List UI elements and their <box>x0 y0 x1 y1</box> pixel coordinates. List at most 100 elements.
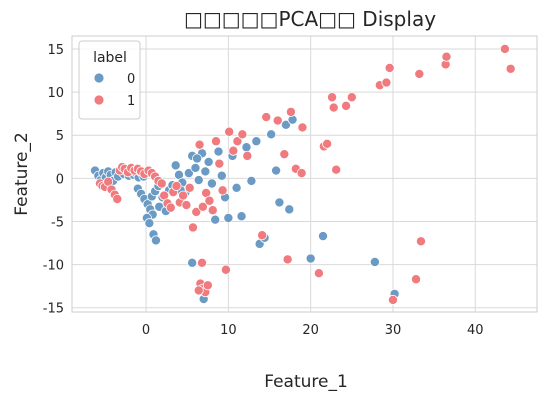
data-point-label-1 <box>387 294 398 305</box>
y-tick-label: 5 <box>56 129 64 144</box>
legend-title: label <box>93 50 127 66</box>
data-point-label-0 <box>231 182 242 193</box>
data-point-label-1 <box>499 43 510 54</box>
data-point-label-1 <box>313 268 324 279</box>
data-point-label-0 <box>305 253 316 264</box>
data-point-label-1 <box>193 285 204 296</box>
data-point-label-1 <box>197 201 208 212</box>
data-point-label-1 <box>279 149 290 160</box>
data-point-label-0 <box>274 197 285 208</box>
data-point-label-0 <box>193 175 204 186</box>
legend-marker-0 <box>93 72 105 84</box>
data-point-label-1 <box>296 168 307 179</box>
data-point-label-1 <box>414 68 425 79</box>
data-point-label-0 <box>369 256 380 267</box>
x-tick-label: 40 <box>467 323 484 338</box>
data-point-label-1 <box>341 100 352 111</box>
data-point-label-1 <box>187 222 198 233</box>
data-point-label-1 <box>328 102 339 113</box>
data-point-label-0 <box>266 129 277 140</box>
data-point-label-1 <box>261 112 272 123</box>
data-point-label-1 <box>224 126 235 137</box>
data-point-label-1 <box>272 115 283 126</box>
data-point-label-0 <box>206 178 217 189</box>
x-axis-label: Feature_1 <box>264 372 348 392</box>
data-point-label-0 <box>210 214 221 225</box>
data-point-label-1 <box>327 92 338 103</box>
data-point-label-0 <box>216 170 227 181</box>
y-tick-label: 15 <box>47 43 64 58</box>
data-point-label-0 <box>144 218 155 229</box>
data-point-label-1 <box>232 136 243 147</box>
data-point-label-1 <box>220 264 231 275</box>
legend-marker-1 <box>93 94 105 106</box>
y-tick-labels: -15 -10 -5 0 5 10 15 <box>43 43 64 317</box>
data-point-label-1 <box>237 129 248 140</box>
data-point-label-1 <box>384 62 395 73</box>
chart-title: □□□□□PCA□□ Display <box>184 7 436 31</box>
data-point-label-0 <box>236 211 247 222</box>
data-point-label-0 <box>187 257 198 268</box>
data-point-label-0 <box>200 166 211 177</box>
data-point-label-0 <box>223 212 234 223</box>
plot-frame <box>71 35 538 313</box>
data-point-label-0 <box>170 160 181 171</box>
data-point-label-1 <box>285 106 296 117</box>
data-point-label-1 <box>228 145 239 156</box>
x-tick-label: 10 <box>220 323 237 338</box>
x-tick-label: 0 <box>142 323 150 338</box>
data-point-label-0 <box>213 146 224 157</box>
y-tick-label: -15 <box>43 302 64 317</box>
legend-label-0: 0 <box>127 72 135 87</box>
x-tick-label: 20 <box>302 323 319 338</box>
data-point-label-1 <box>242 150 253 161</box>
data-point-label-1 <box>165 202 176 213</box>
legend-label-1: 1 <box>127 94 135 109</box>
data-point-label-1 <box>194 139 205 150</box>
data-point-label-1 <box>441 51 452 62</box>
data-point-label-1 <box>282 254 293 265</box>
data-point-label-1 <box>297 122 308 133</box>
y-tick-label: -5 <box>51 215 64 230</box>
y-tick-label: 10 <box>47 86 64 101</box>
data-points <box>90 43 516 305</box>
data-point-label-0 <box>190 162 201 173</box>
data-point-label-1 <box>346 92 357 103</box>
data-point-label-1 <box>322 138 333 149</box>
data-point-label-0 <box>183 168 194 179</box>
data-point-label-1 <box>171 181 182 192</box>
data-point-label-1 <box>184 182 195 193</box>
data-point-label-1 <box>217 185 228 196</box>
data-point-label-1 <box>505 63 516 74</box>
data-point-label-0 <box>246 175 257 186</box>
data-point-label-1 <box>214 158 225 169</box>
data-point-label-1 <box>207 205 218 216</box>
data-point-label-0 <box>280 119 291 130</box>
data-point-label-1 <box>331 164 342 175</box>
data-point-label-1 <box>197 257 208 268</box>
data-point-label-1 <box>112 194 123 205</box>
data-point-label-0 <box>241 142 252 153</box>
data-point-label-1 <box>415 236 426 247</box>
data-point-label-1 <box>181 200 192 211</box>
data-point-label-0 <box>192 153 203 164</box>
data-point-label-0 <box>203 156 214 167</box>
x-tick-labels: 0 10 20 30 40 <box>142 323 484 338</box>
data-point-label-1 <box>381 77 392 88</box>
data-point-label-1 <box>211 136 222 147</box>
data-point-label-1 <box>257 230 268 241</box>
y-tick-label: 0 <box>56 172 64 187</box>
data-point-label-0 <box>150 235 161 246</box>
x-tick-label: 30 <box>385 323 402 338</box>
legend: label 0 1 <box>78 40 141 120</box>
data-point-label-0 <box>251 136 262 147</box>
grid <box>72 36 537 312</box>
data-point-label-1 <box>202 280 213 291</box>
y-axis-label: Feature_2 <box>12 132 32 216</box>
data-point-label-1 <box>411 274 422 285</box>
data-point-label-0 <box>284 204 295 215</box>
data-point-label-1 <box>178 190 189 201</box>
data-point-label-0 <box>271 165 282 176</box>
